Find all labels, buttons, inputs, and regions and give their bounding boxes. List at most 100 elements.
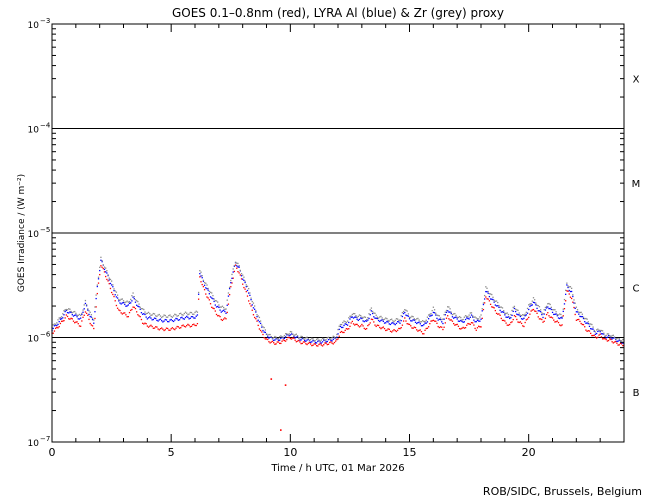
data-point <box>326 337 328 339</box>
data-point <box>371 318 374 321</box>
data-point <box>84 299 87 302</box>
data-point <box>296 335 299 338</box>
data-point <box>550 316 553 318</box>
data-point <box>57 319 59 321</box>
data-point <box>211 292 213 294</box>
data-point <box>426 321 429 323</box>
data-point <box>537 305 539 307</box>
data-point <box>489 293 492 295</box>
data-point <box>481 310 483 312</box>
data-point <box>528 304 530 306</box>
data-point <box>330 341 332 343</box>
data-point <box>439 317 442 319</box>
data-point <box>100 259 102 261</box>
data-point <box>572 295 574 298</box>
data-point <box>350 322 352 324</box>
data-point <box>346 328 349 330</box>
data-point <box>412 319 414 321</box>
data-point <box>516 309 518 311</box>
data-point <box>169 314 171 316</box>
data-point <box>219 306 221 308</box>
data-point <box>443 318 445 320</box>
data-point <box>549 316 551 318</box>
data-point <box>250 299 252 301</box>
data-point <box>396 321 399 323</box>
data-point <box>320 344 323 346</box>
data-point <box>134 299 137 301</box>
outlier-point <box>284 384 287 386</box>
data-point <box>357 325 359 327</box>
data-point <box>212 307 214 309</box>
data-point <box>97 278 100 280</box>
data-point <box>387 321 389 323</box>
data-point <box>376 316 379 318</box>
data-point <box>74 310 76 313</box>
x-tick-label: 0 <box>49 446 56 459</box>
data-point <box>165 327 168 329</box>
data-point <box>125 314 127 316</box>
data-point <box>71 314 73 316</box>
data-point <box>377 319 380 322</box>
data-point <box>474 321 476 323</box>
data-point <box>119 302 121 304</box>
outlier-points <box>270 378 287 431</box>
data-point <box>473 316 475 318</box>
data-point <box>369 322 371 324</box>
data-point <box>203 284 206 286</box>
data-point <box>332 338 334 341</box>
data-point <box>592 328 594 330</box>
data-point <box>78 318 81 320</box>
data-point <box>287 334 289 336</box>
data-point <box>516 313 518 315</box>
data-point <box>597 330 599 333</box>
data-point <box>157 314 159 316</box>
data-point <box>323 339 325 341</box>
data-point <box>585 329 587 331</box>
data-point <box>444 322 446 324</box>
data-point <box>417 321 419 324</box>
data-point <box>206 288 208 290</box>
data-point <box>120 298 122 300</box>
data-point <box>392 320 394 322</box>
data-point <box>180 317 182 319</box>
data-point <box>412 316 414 318</box>
data-point <box>309 338 312 341</box>
data-point <box>444 314 446 316</box>
data-point <box>199 276 201 278</box>
data-point <box>200 271 202 273</box>
data-point <box>443 326 445 328</box>
data-point <box>562 315 564 317</box>
data-point <box>290 333 293 335</box>
data-point <box>192 324 194 326</box>
data-point <box>582 324 585 326</box>
data-point <box>462 321 464 323</box>
data-point <box>519 314 522 316</box>
data-point <box>509 316 511 318</box>
data-point <box>520 318 523 320</box>
data-point <box>462 318 464 321</box>
data-point <box>268 333 270 336</box>
data-point <box>529 303 531 305</box>
data-point <box>532 297 535 299</box>
data-point <box>176 318 178 320</box>
data-point <box>244 288 246 290</box>
data-point <box>464 315 467 317</box>
data-point <box>186 315 188 318</box>
data-point <box>437 314 439 317</box>
data-point <box>598 334 600 336</box>
data-point <box>366 318 368 321</box>
data-point <box>517 321 519 323</box>
data-point <box>622 338 624 341</box>
data-point <box>524 321 526 324</box>
data-point <box>603 333 605 335</box>
data-point <box>414 321 417 323</box>
data-point <box>439 318 442 321</box>
data-point <box>320 342 323 344</box>
data-point <box>563 308 566 310</box>
data-point <box>209 303 212 305</box>
data-point <box>510 321 512 324</box>
data-point <box>449 308 451 310</box>
data-point <box>605 337 607 339</box>
data-point <box>323 344 325 346</box>
data-point <box>375 325 377 328</box>
